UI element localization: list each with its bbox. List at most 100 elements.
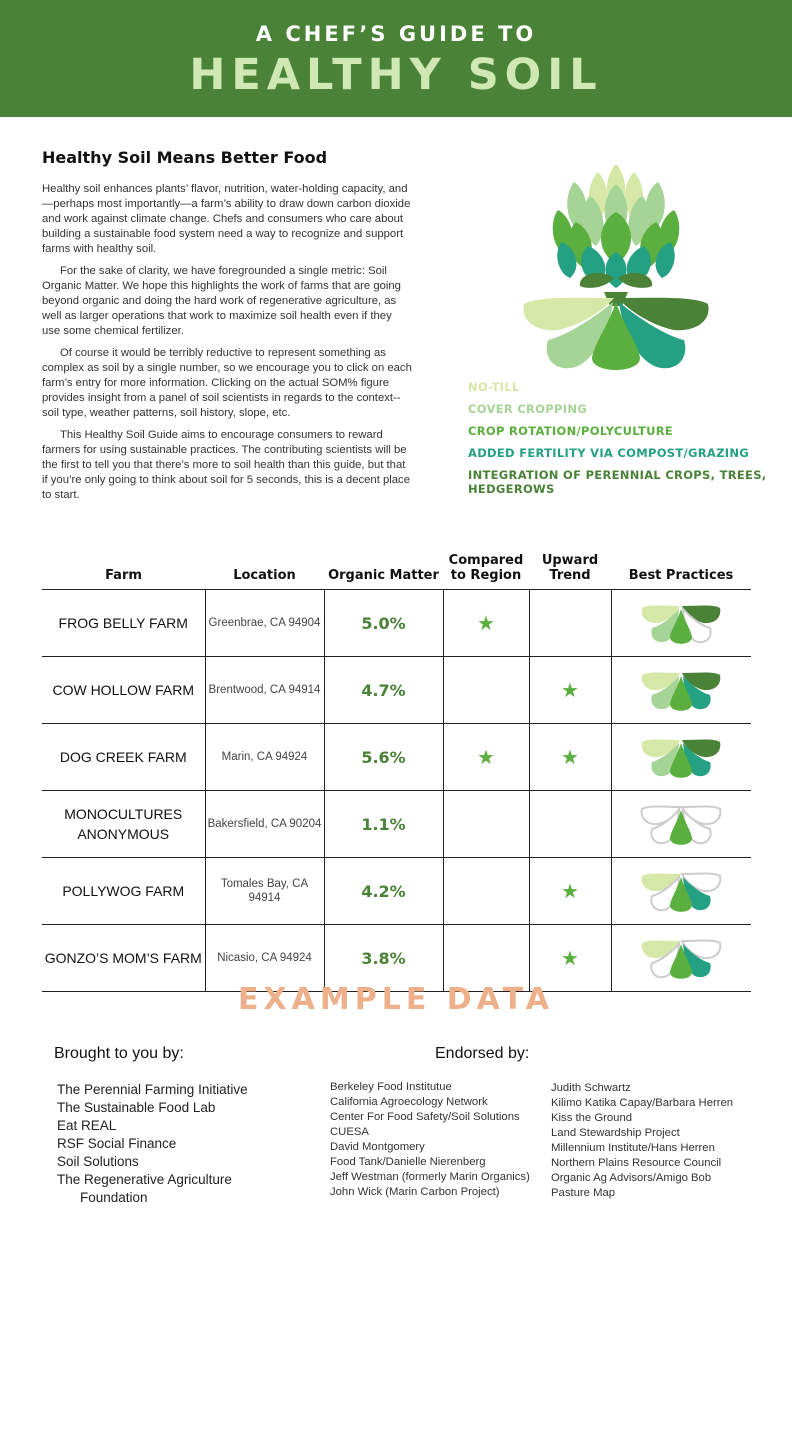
practices-icon [641, 739, 721, 778]
list-item: Kiss the Ground [551, 1112, 633, 1124]
table-row[interactable]: FROG BELLY FARM Greenbrae, CA 94904 5.0% ★ [42, 589, 751, 657]
list-item: The Perennial Farming Initiative [57, 1082, 248, 1097]
list-item: Millennium Institute/Hans Herren [551, 1142, 715, 1154]
best-practices-cell [610, 924, 751, 992]
upward-trend-cell: ★ [528, 723, 611, 791]
location-cell-text: Brentwood, CA 94914 [208, 684, 321, 696]
list-item: Pasture Map [551, 1187, 616, 1199]
table-row[interactable]: POLLYWOG FARM Tomales Bay, CA 94914 4.2% ★ [42, 857, 751, 925]
table-row[interactable]: MONOCULTURES ANONYMOUS Bakersfield, CA 90… [42, 790, 751, 858]
practice-petal [670, 809, 693, 845]
organic-matter-cell: 4.2% [323, 857, 443, 925]
list-item: Judith Schwartz [551, 1082, 631, 1094]
practice-petal [641, 739, 681, 757]
legend-item: ADDED FERTILITY VIA COMPOST/GRAZING [468, 446, 750, 460]
farm-name-cell: COW HOLLOW FARM [42, 656, 205, 724]
practice-petal [641, 873, 681, 891]
location-cell-text: Marin, CA 94924 [221, 751, 308, 763]
legend-item: NO-TILL [468, 380, 520, 394]
practice-petal [682, 739, 721, 757]
table-row[interactable]: DOG CREEK FARM Marin, CA 94924 5.6% ★ ★ [42, 723, 751, 791]
compared-region-cell: ★ [442, 589, 529, 657]
table-row[interactable]: GONZO’S MOM’S FARM Nicasio, CA 94924 3.8% ★ [42, 924, 751, 992]
practice-petal [682, 605, 721, 623]
compared-region-cell: ★ [442, 723, 529, 791]
list-item: John Wick (Marin Carbon Project) [330, 1186, 500, 1198]
column-header: Upward Trend [529, 540, 611, 590]
practice-petal [670, 943, 693, 979]
intro-paragraph: Of course it would be terribly reductive… [42, 347, 412, 419]
location-cell-text: Tomales Bay, CA 94914 [220, 878, 309, 904]
intro-text: Healthy soil enhances plants’ flavor, nu… [42, 182, 412, 510]
upward-trend-cell: ★ [528, 857, 611, 925]
farm-name-cell-text: MONOCULTURES ANONYMOUS [64, 806, 183, 842]
organic-matter-cell-text[interactable]: 5.6% [361, 747, 406, 767]
location-cell: Greenbrae, CA 94904 [204, 589, 324, 657]
practice-petal [641, 605, 681, 623]
practices-icon [641, 939, 722, 979]
farm-name-cell: DOG CREEK FARM [42, 723, 205, 791]
upward-trend-cell [528, 589, 611, 657]
location-cell: Nicasio, CA 94924 [204, 924, 324, 992]
organic-matter-cell-text[interactable]: 1.1% [361, 814, 406, 834]
practices-icon [641, 872, 722, 912]
list-item: CUESA [330, 1126, 369, 1138]
organic-matter-cell-text[interactable]: 4.7% [361, 680, 406, 700]
list-item: Organic Ag Advisors/Amigo Bob [551, 1172, 712, 1184]
star-icon: ★ [561, 746, 579, 769]
intro-heading: Healthy Soil Means Better Food [42, 148, 328, 167]
list-item: David Montgomery [330, 1141, 425, 1153]
farm-name-cell-text: GONZO’S MOM’S FARM [44, 950, 202, 966]
organic-matter-cell: 1.1% [323, 790, 443, 858]
star-icon: ★ [477, 746, 495, 769]
table-header-row: Farm Location Organic Matter Compared to… [42, 540, 751, 590]
practice-petal [641, 940, 681, 958]
list-item: Food Tank/Danielle Nierenberg [330, 1156, 486, 1168]
practice-petal [670, 675, 693, 711]
star-icon: ★ [561, 679, 579, 702]
compared-region-cell [442, 924, 529, 992]
list-item: Jeff Westman (formerly Marin Organics) [330, 1171, 530, 1183]
column-header: Compared to Region [443, 540, 529, 590]
title-kicker: A CHEF’S GUIDE TO [255, 22, 537, 46]
farms-table: Farm Location Organic Matter Compared to… [42, 540, 751, 992]
legend-item: INTEGRATION OF PERENNIAL CROPS, TREES, H… [468, 468, 767, 496]
practice-petal [670, 608, 693, 644]
list-item: Center For Food Safety/Soil Solutions [330, 1111, 520, 1123]
organic-matter-cell: 5.0% [323, 589, 443, 657]
page-title: HEALTHY SOIL [189, 50, 603, 100]
practice-petal [670, 742, 693, 778]
organic-matter-cell: 3.8% [323, 924, 443, 992]
farm-name-cell: GONZO’S MOM’S FARM [42, 924, 205, 992]
organic-matter-cell-text[interactable]: 3.8% [361, 948, 406, 968]
organic-matter-cell-text[interactable]: 5.0% [361, 613, 406, 633]
list-item: RSF Social Finance [57, 1136, 177, 1151]
best-practices-cell [610, 656, 751, 724]
location-cell: Brentwood, CA 94914 [204, 656, 324, 724]
farm-name-cell-text: DOG CREEK FARM [59, 749, 187, 765]
farm-name-cell: MONOCULTURES ANONYMOUS [42, 790, 205, 858]
column-header: Best Practices [611, 540, 751, 590]
best-practices-cell [610, 790, 751, 858]
star-icon: ★ [561, 947, 579, 970]
organic-matter-cell-text[interactable]: 4.2% [361, 881, 406, 901]
farm-name-cell: FROG BELLY FARM [42, 589, 205, 657]
compared-region-cell [442, 790, 529, 858]
list-item: The Sustainable Food Lab [57, 1100, 216, 1115]
practice-petal [670, 876, 693, 912]
intro-paragraph: This Healthy Soil Guide aims to encourag… [42, 429, 410, 501]
location-cell: Bakersfield, CA 90204 [204, 790, 324, 858]
list-item: Land Stewardship Project [551, 1127, 680, 1139]
list-item: Eat REAL [57, 1118, 117, 1133]
star-icon: ★ [561, 880, 579, 903]
intro-paragraph: Healthy soil enhances plants’ flavor, nu… [42, 183, 411, 255]
brought-heading: Brought to you by: [54, 1045, 184, 1062]
list-item: Kilimo Katika Capay/Barbara Herren [551, 1097, 734, 1109]
list-item: Soil Solutions [57, 1154, 139, 1169]
farm-name-cell-text: POLLYWOG FARM [62, 883, 185, 899]
title-banner: A CHEF’S GUIDE TO HEALTHY SOIL [0, 0, 792, 117]
farm-name-cell-text: FROG BELLY FARM [58, 615, 188, 631]
best-practices-cell [610, 723, 751, 791]
practice-petal [641, 672, 681, 690]
table-row[interactable]: COW HOLLOW FARM Brentwood, CA 94914 4.7% ★ [42, 656, 751, 724]
